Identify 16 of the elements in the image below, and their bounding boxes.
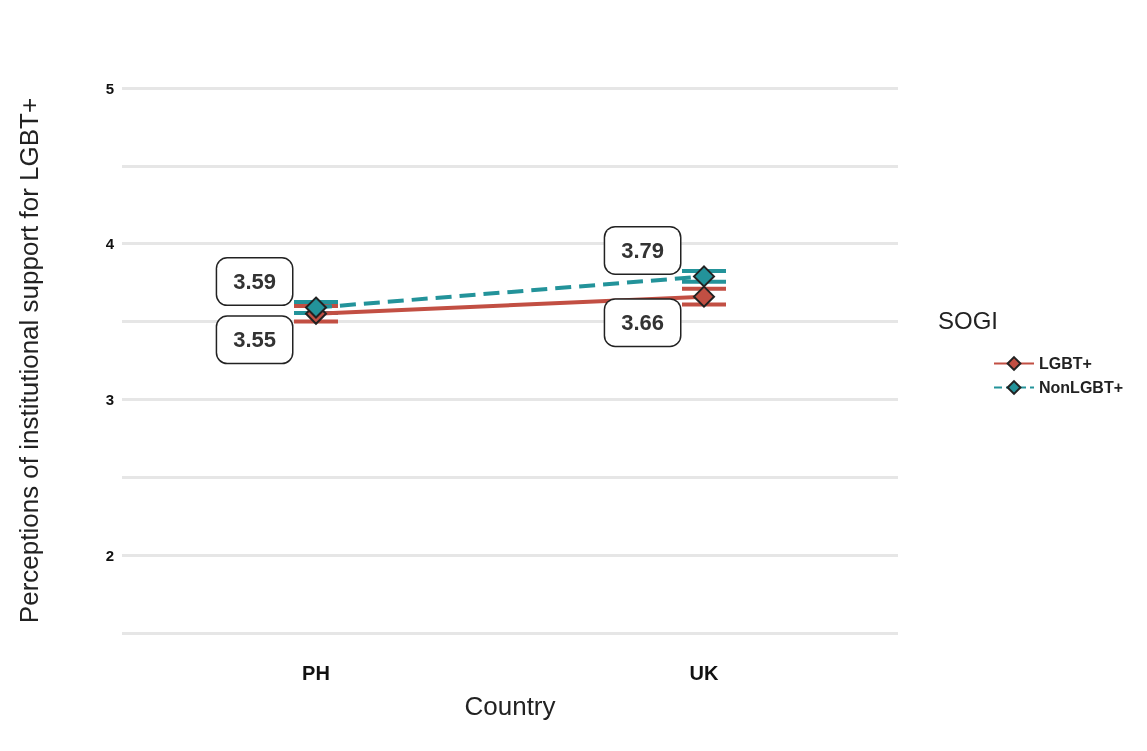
data-label: 3.59 — [233, 269, 276, 295]
data-label: 3.66 — [621, 310, 664, 336]
y-tick-label: 4 — [105, 235, 115, 253]
x-tick-label: PH — [302, 662, 330, 684]
y-axis-title: Perceptions of institutional support for LGBT+ — [14, 97, 44, 624]
legend-label: LGBT+ — [1039, 355, 1092, 372]
legend-label: NonLGBT+ — [1039, 379, 1124, 396]
legend-title: SOGI — [937, 306, 998, 334]
y-tick-label: 3 — [105, 390, 114, 408]
y-tick-label: 5 — [105, 79, 114, 97]
y-tick-label: 2 — [105, 546, 114, 564]
point — [693, 265, 715, 288]
x-axis-title: Country — [464, 691, 556, 721]
data-label: 3.55 — [233, 327, 276, 353]
x-tick-label: UK — [689, 662, 719, 684]
data-label: 3.79 — [621, 237, 664, 263]
